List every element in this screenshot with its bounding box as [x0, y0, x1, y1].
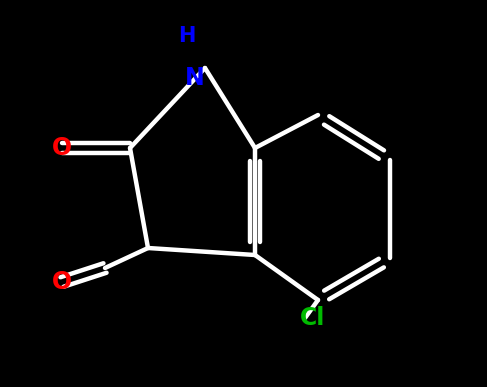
Text: N: N	[185, 66, 205, 90]
Text: O: O	[52, 136, 72, 160]
Text: O: O	[52, 270, 72, 294]
Text: H: H	[178, 26, 196, 46]
Text: Cl: Cl	[300, 306, 326, 330]
